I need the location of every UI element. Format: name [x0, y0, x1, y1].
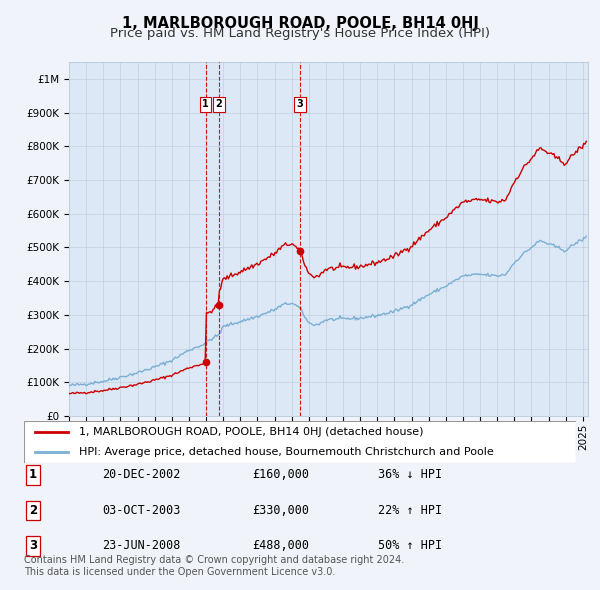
Text: 22% ↑ HPI: 22% ↑ HPI	[378, 504, 442, 517]
Text: 50% ↑ HPI: 50% ↑ HPI	[378, 539, 442, 552]
Text: Contains HM Land Registry data © Crown copyright and database right 2024.
This d: Contains HM Land Registry data © Crown c…	[24, 555, 404, 577]
Text: 3: 3	[296, 100, 303, 109]
Text: 2: 2	[215, 100, 222, 109]
Text: 20-DEC-2002: 20-DEC-2002	[102, 468, 181, 481]
Text: 03-OCT-2003: 03-OCT-2003	[102, 504, 181, 517]
Text: £160,000: £160,000	[252, 468, 309, 481]
Text: £330,000: £330,000	[252, 504, 309, 517]
Text: Price paid vs. HM Land Registry's House Price Index (HPI): Price paid vs. HM Land Registry's House …	[110, 27, 490, 40]
Text: 1: 1	[202, 100, 209, 109]
Text: 23-JUN-2008: 23-JUN-2008	[102, 539, 181, 552]
Text: 1, MARLBOROUGH ROAD, POOLE, BH14 0HJ (detached house): 1, MARLBOROUGH ROAD, POOLE, BH14 0HJ (de…	[79, 427, 424, 437]
Text: 36% ↓ HPI: 36% ↓ HPI	[378, 468, 442, 481]
Text: 1: 1	[29, 468, 37, 481]
Text: 3: 3	[29, 539, 37, 552]
Text: 1, MARLBOROUGH ROAD, POOLE, BH14 0HJ: 1, MARLBOROUGH ROAD, POOLE, BH14 0HJ	[122, 16, 478, 31]
FancyBboxPatch shape	[24, 421, 576, 463]
Text: HPI: Average price, detached house, Bournemouth Christchurch and Poole: HPI: Average price, detached house, Bour…	[79, 447, 494, 457]
Text: £488,000: £488,000	[252, 539, 309, 552]
Text: 2: 2	[29, 504, 37, 517]
